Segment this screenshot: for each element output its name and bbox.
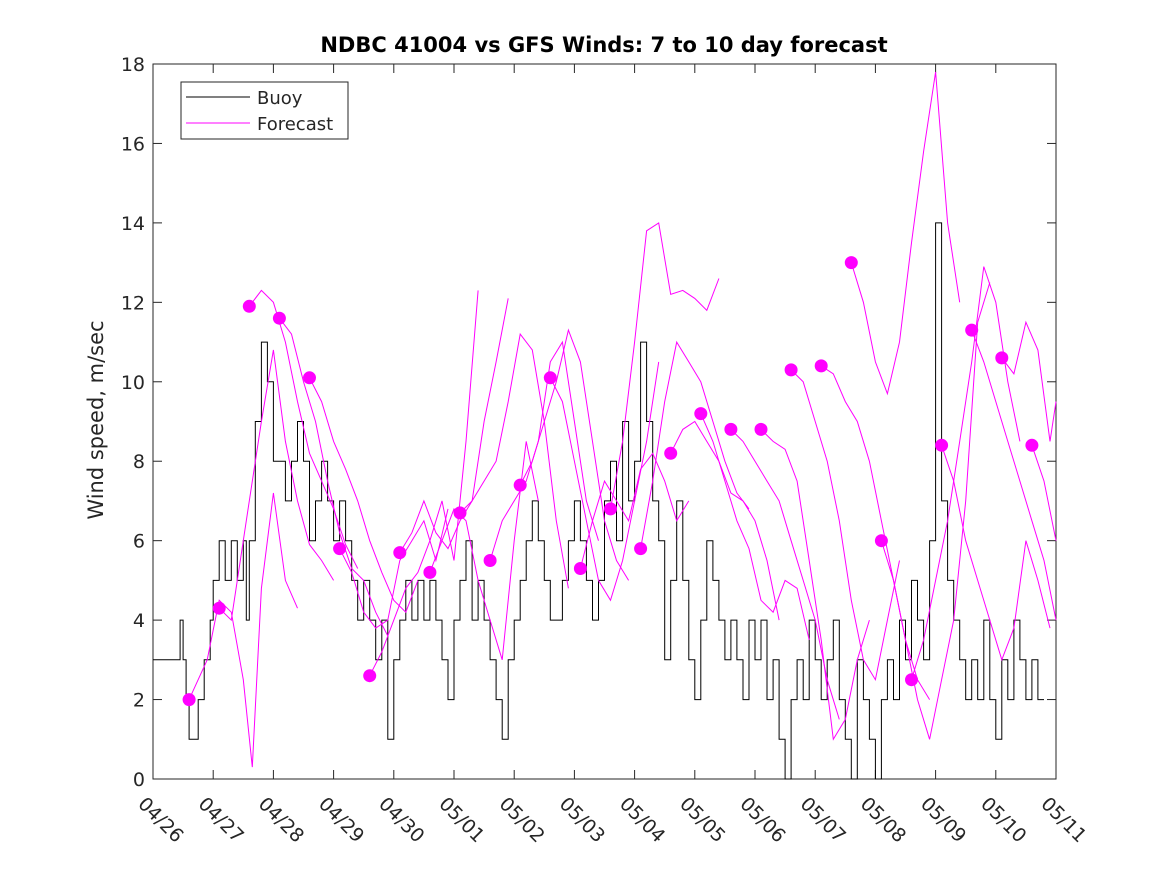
forecast-marker: [814, 359, 828, 373]
forecast-series: [188, 71, 1057, 768]
forecast-line: [369, 290, 479, 676]
y-tick-label: 8: [133, 451, 145, 473]
y-tick-label: 18: [121, 54, 145, 76]
forecast-marker: [724, 422, 738, 436]
forecast-line: [248, 289, 359, 569]
x-tick-label: 05/11: [1036, 793, 1090, 847]
forecast-line: [850, 71, 961, 396]
forecast-line: [670, 420, 780, 621]
forecast-line: [459, 332, 569, 589]
forecast-line: [760, 429, 870, 741]
forecast-marker: [905, 673, 918, 687]
forecast-marker: [694, 407, 708, 421]
y-tick-label: 4: [133, 610, 145, 632]
legend-buoy-label: Buoy: [257, 88, 303, 109]
x-tick-label: 05/10: [976, 793, 1030, 847]
forecast-line: [218, 349, 335, 622]
y-tick-label: 16: [121, 133, 145, 155]
forecast-marker: [754, 422, 768, 436]
x-tick-label: 05/08: [856, 793, 910, 847]
y-tick-label: 10: [121, 372, 145, 394]
x-tick-label: 04/28: [254, 793, 308, 847]
forecast-marker: [664, 446, 678, 460]
forecast-marker: [333, 542, 347, 556]
forecast-line: [279, 317, 389, 637]
x-tick-label: 04/26: [133, 793, 187, 847]
forecast-marker: [634, 542, 648, 556]
forecast-marker: [874, 534, 888, 548]
forecast-line: [489, 340, 599, 561]
y-tick-label: 6: [133, 531, 145, 553]
forecast-marker: [513, 478, 527, 492]
x-tick-label: 05/05: [675, 793, 729, 847]
forecast-marker: [393, 546, 407, 560]
forecast-marker: [182, 693, 196, 707]
forecast-marker: [844, 256, 858, 270]
legend-box: [180, 81, 349, 140]
forecast-marker: [242, 299, 256, 313]
y-tick-label: 12: [121, 292, 145, 314]
forecast-marker: [483, 554, 497, 567]
x-tick-label: 05/01: [434, 793, 488, 847]
forecast-line: [790, 369, 900, 682]
forecast-line: [579, 452, 690, 569]
forecast-line: [188, 492, 298, 768]
forecast-line: [941, 445, 1051, 662]
forecast-marker: [965, 323, 979, 337]
forecast-line: [820, 365, 931, 700]
x-tick-label: 04/27: [194, 793, 248, 847]
y-tick-label: 0: [133, 769, 145, 791]
x-tick-label: 05/03: [555, 793, 609, 847]
y-tick-label: 14: [121, 213, 145, 235]
legend-forecast-label: Forecast: [257, 114, 333, 135]
forecast-marker: [363, 669, 377, 683]
forecast-marker: [212, 601, 226, 615]
forecast-line: [1001, 320, 1057, 442]
forecast-marker: [573, 562, 587, 575]
x-tick-label: 04/30: [374, 793, 428, 847]
legend: Buoy Forecast: [180, 81, 349, 140]
forecast-marker: [995, 351, 1009, 365]
forecast-line: [610, 222, 720, 509]
forecast-marker: [935, 438, 949, 452]
forecast-markers: [182, 256, 1039, 707]
y-axis-label: Wind speed, m/sec: [84, 320, 108, 519]
forecast-marker: [423, 565, 437, 579]
x-tick-label: 05/02: [495, 793, 549, 847]
x-tick-label: 05/06: [735, 793, 789, 847]
forecast-line: [309, 377, 419, 614]
forecast-marker: [543, 371, 557, 385]
forecast-marker: [1025, 438, 1039, 452]
chart-title: NDBC 41004 vs GFS Winds: 7 to 10 day for…: [320, 33, 887, 57]
forecast-marker: [784, 363, 798, 377]
x-tick-label: 05/07: [796, 793, 850, 847]
forecast-line: [399, 298, 509, 553]
forecast-marker: [453, 506, 467, 520]
x-tick-label: 04/29: [314, 793, 368, 847]
forecast-line: [911, 266, 1021, 680]
x-tick-label: 05/04: [615, 793, 669, 847]
x-tick-label: 05/09: [916, 793, 970, 847]
y-tick-label: 2: [133, 690, 145, 712]
forecast-line: [700, 413, 810, 641]
forecast-line: [971, 329, 1057, 621]
plot-area: 0 2 4 6 8 10 12 14 16 18 04/26 04/27 04/28 04/29 04/3…: [121, 54, 1091, 847]
forecast-line: [640, 340, 750, 549]
forecast-marker: [604, 502, 617, 516]
forecast-marker: [303, 371, 316, 385]
forecast-marker: [272, 311, 286, 325]
y-axis: 0 2 4 6 8 10 12 14 16 18: [121, 54, 1056, 791]
forecast-line: [1031, 445, 1057, 541]
forecast-line: [880, 282, 991, 740]
forecast-line: [730, 429, 840, 720]
forecast-line: [519, 328, 630, 581]
